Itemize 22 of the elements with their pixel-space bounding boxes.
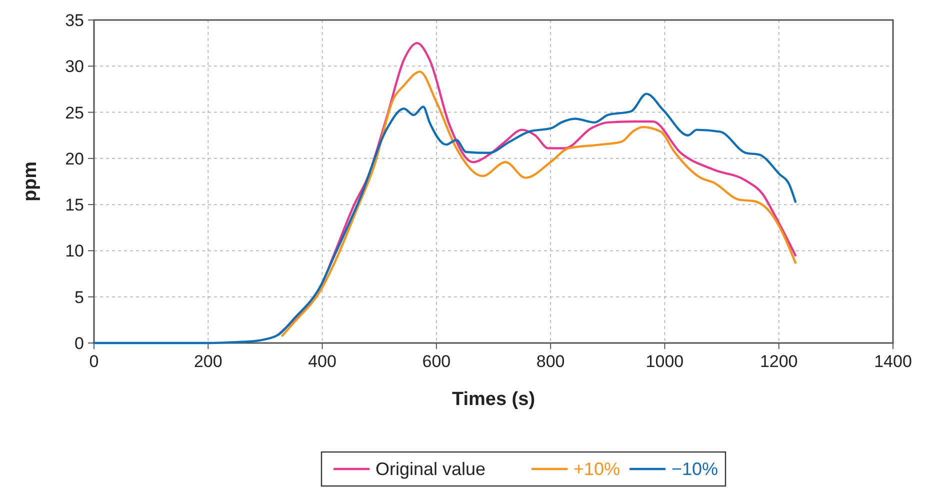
x-tick-label: 800 xyxy=(536,352,565,371)
y-tick-label: 0 xyxy=(74,334,84,353)
x-axis-title: Times (s) xyxy=(452,389,536,410)
y-tick-label: 25 xyxy=(65,103,84,122)
legend-label: +10% xyxy=(574,459,620,479)
line-series xyxy=(92,92,797,344)
y-tick-label: 5 xyxy=(74,288,84,307)
x-tick-label: 1400 xyxy=(874,352,912,371)
x-tick-label: 200 xyxy=(194,352,222,371)
y-tick-label: 30 xyxy=(65,57,84,76)
x-tick-label: 1200 xyxy=(760,352,798,371)
x-tick-label: 1000 xyxy=(646,352,684,371)
legend-label: −10% xyxy=(672,459,718,479)
y-axis-title: ppm xyxy=(20,161,41,202)
x-tick-label: 400 xyxy=(308,352,336,371)
y-tick-label: 15 xyxy=(65,196,84,215)
y-tick-label: 10 xyxy=(65,242,84,261)
x-tick-label: 600 xyxy=(422,352,451,371)
y-tick-label: 35 xyxy=(65,11,84,30)
x-tick-label: 0 xyxy=(89,352,99,371)
legend-label: Original value xyxy=(376,459,486,479)
y-tick-label: 20 xyxy=(65,149,84,168)
